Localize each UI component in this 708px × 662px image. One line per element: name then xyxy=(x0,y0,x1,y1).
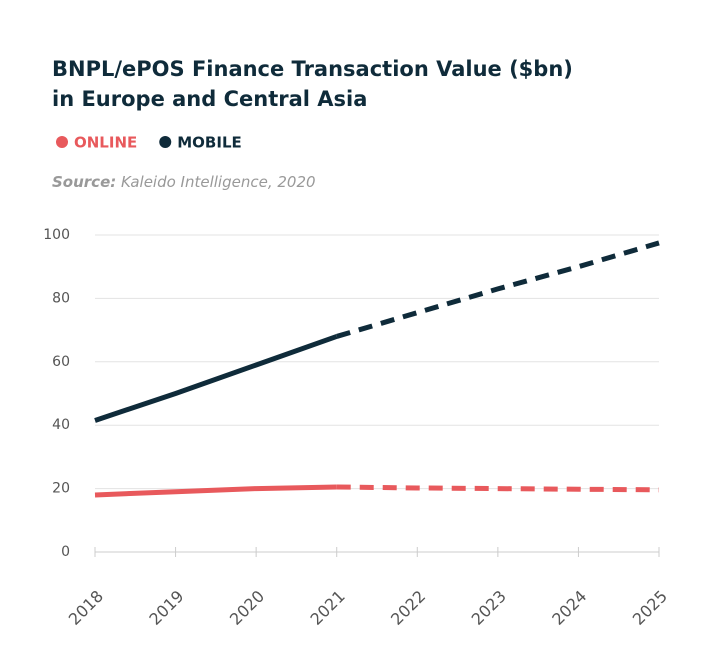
x-tick-label: 2018 xyxy=(65,587,107,629)
legend-marker xyxy=(159,136,172,148)
x-tick-label: 2022 xyxy=(387,587,429,629)
x-tick-label: 2024 xyxy=(548,587,590,629)
x-tick-label: 2020 xyxy=(226,587,268,629)
x-tick-label: 2025 xyxy=(629,587,671,629)
legend-marker xyxy=(56,136,68,148)
legend-label: ONLINE xyxy=(74,134,137,152)
x-tick-label: 2023 xyxy=(468,587,510,629)
y-tick-label: 0 xyxy=(61,544,70,560)
chart-title: BNPL/ePOS Finance Transaction Value ($bn… xyxy=(52,57,573,81)
source-label: Source: xyxy=(52,173,116,191)
y-tick-label: 20 xyxy=(52,481,70,497)
line xyxy=(94,334,338,423)
y-tick-label: 40 xyxy=(52,417,70,433)
x-tick-label: 2019 xyxy=(145,587,187,629)
y-tick-label: 80 xyxy=(52,290,70,306)
chart-title: in Europe and Central Asia xyxy=(52,87,367,111)
legend-label: MOBILE xyxy=(177,134,242,152)
source-text: Kaleido Intelligence, 2020 xyxy=(121,173,316,191)
line-forecast xyxy=(336,484,660,493)
line xyxy=(94,484,337,498)
y-tick-label: 100 xyxy=(43,227,70,243)
source: Source: Kaleido Intelligence, 2020 xyxy=(52,173,316,191)
line-forecast xyxy=(336,240,660,339)
y-tick-label: 60 xyxy=(52,354,70,370)
x-tick-label: 2021 xyxy=(306,587,348,629)
